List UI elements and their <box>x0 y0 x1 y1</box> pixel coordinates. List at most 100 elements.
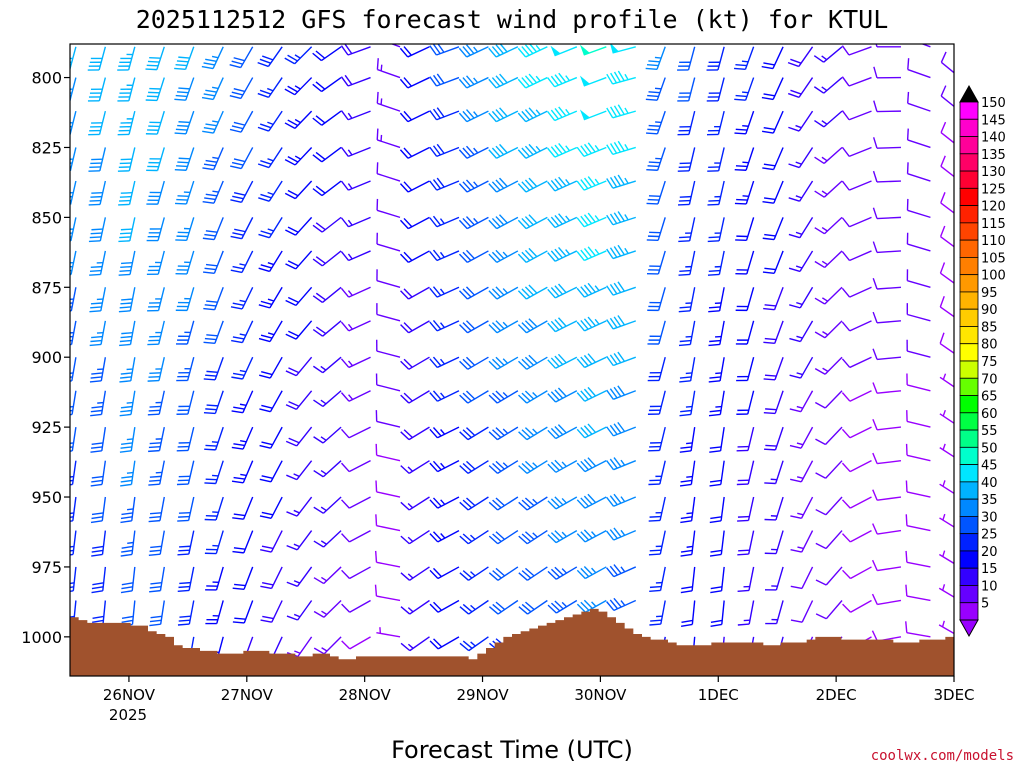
wind-barb <box>649 600 666 626</box>
barb-half-flag <box>293 543 300 548</box>
colorbar-swatch-21 <box>959 464 979 483</box>
barb-flag <box>147 60 160 63</box>
barb-flag <box>814 368 826 375</box>
barb-flag <box>606 530 615 541</box>
barb-flag <box>524 109 534 119</box>
barb-flag <box>609 565 619 576</box>
barb-half-flag <box>796 301 803 306</box>
wind-barb <box>606 211 636 226</box>
barb-flag <box>557 424 567 434</box>
barb-flag <box>399 219 409 230</box>
barb-flag <box>609 424 618 435</box>
barb-half-flag <box>561 601 568 608</box>
wind-barb <box>735 217 755 242</box>
barb-flag <box>340 217 350 228</box>
barb-flag <box>432 390 442 400</box>
barb-half-flag <box>624 247 629 254</box>
barb-flag <box>872 311 878 324</box>
barb-flag <box>554 355 564 366</box>
wind-barb <box>147 320 165 346</box>
wind-barb <box>814 216 843 235</box>
barb-flag <box>403 288 413 298</box>
barb-flag <box>709 409 722 413</box>
barb-flag <box>606 567 615 578</box>
barb-flag <box>148 553 161 557</box>
wind-barb <box>763 356 784 381</box>
wind-barb <box>203 356 224 381</box>
wind-barb <box>841 390 872 402</box>
wind-barb <box>790 566 814 590</box>
colorbar-swatch-17 <box>959 395 979 414</box>
wind-barb <box>146 147 165 172</box>
wind-barb <box>708 320 725 347</box>
barb-flag <box>91 512 104 516</box>
wind-barb <box>841 216 872 228</box>
wind-barb <box>375 410 401 428</box>
barb-flag <box>119 343 131 347</box>
barb-flag <box>465 286 475 296</box>
barb-flag <box>613 527 622 538</box>
colorbar-label-19: 55 <box>981 424 998 439</box>
barb-flag <box>707 203 719 206</box>
barb-flag <box>547 147 556 158</box>
barb-flag <box>91 549 104 553</box>
wind-barb <box>174 77 195 101</box>
barb-flag <box>459 535 469 545</box>
barb-flag <box>550 250 560 260</box>
wind-barb <box>205 566 224 591</box>
wind-barb <box>707 147 725 172</box>
wind-barb <box>576 599 607 613</box>
wind-barb <box>87 77 107 102</box>
barb-flag <box>648 553 661 556</box>
wind-barb <box>488 566 519 581</box>
barb-staff <box>825 566 843 586</box>
barb-half-flag <box>70 545 75 548</box>
barb-flag <box>400 324 410 334</box>
barb-flag <box>312 365 324 374</box>
barb-flag <box>205 230 218 233</box>
wind-barb <box>762 147 784 171</box>
wind-barb <box>765 600 784 625</box>
barb-flag <box>488 253 498 263</box>
barb-flag <box>873 100 878 112</box>
barb-flag <box>649 623 661 626</box>
barb-flag <box>312 117 323 126</box>
barb-flag <box>148 446 161 449</box>
barb-flag <box>260 619 272 623</box>
barb-flag <box>400 465 410 474</box>
barb-half-flag <box>565 75 570 82</box>
wind-barb <box>174 147 195 171</box>
barb-flag <box>762 167 774 171</box>
wind-barb <box>231 390 254 414</box>
wind-barb <box>841 320 872 332</box>
barb-flag <box>315 151 326 160</box>
barb-staff <box>270 426 283 449</box>
wind-barb <box>91 530 107 557</box>
barb-flag <box>230 235 242 240</box>
colorbar-label-27: 15 <box>981 562 998 577</box>
barb-flag <box>340 392 350 402</box>
barb-flag <box>429 533 439 543</box>
barb-flag <box>606 214 614 226</box>
barb-flag <box>609 284 618 295</box>
barb-flag <box>260 549 272 553</box>
barb-staff <box>848 146 872 157</box>
wind-barb <box>90 460 107 487</box>
barb-half-flag <box>321 576 328 582</box>
wind-barb <box>459 496 489 511</box>
barb-half-flag <box>380 98 383 105</box>
barb-staff <box>825 530 843 549</box>
barb-flag <box>462 463 472 472</box>
barb-flag <box>521 217 531 228</box>
barb-flag <box>609 354 618 365</box>
y-tick-label-1: 825 <box>31 138 62 157</box>
barb-flag <box>547 429 557 440</box>
wind-barb <box>815 566 843 586</box>
barb-flag <box>260 193 272 199</box>
wind-barb <box>606 104 636 119</box>
colorbar-label-14: 80 <box>981 338 998 353</box>
barb-flag <box>232 587 245 591</box>
wind-barb <box>88 147 107 172</box>
barb-flag <box>436 177 445 188</box>
barb-flag <box>492 392 502 402</box>
